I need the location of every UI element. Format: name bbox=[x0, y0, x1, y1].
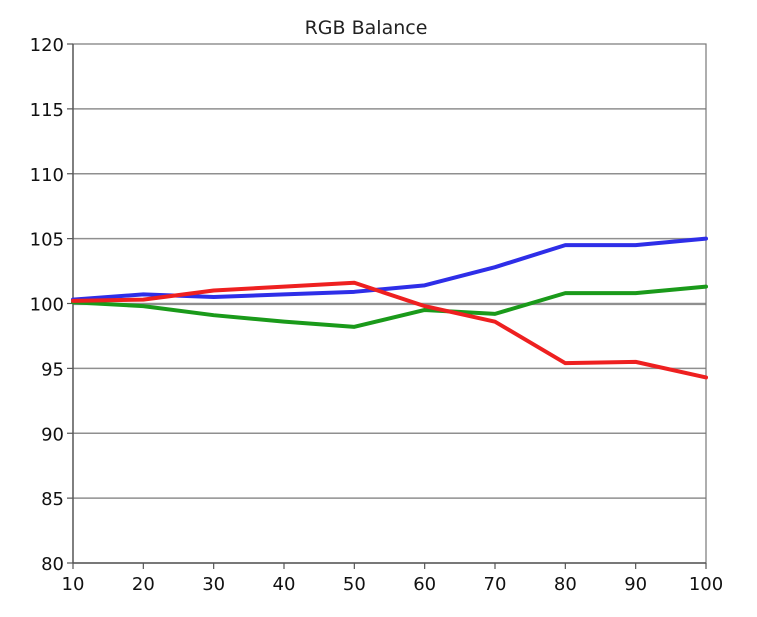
series-line-0 bbox=[71, 236, 708, 302]
x-tick-label: 40 bbox=[273, 574, 296, 595]
x-axis-ticks: 10 20 30 40 50 60 70 80 90 100 bbox=[62, 563, 723, 595]
y-tick-label: 80 bbox=[41, 554, 64, 575]
y-tick-label: 100 bbox=[30, 295, 64, 316]
y-tick-label: 105 bbox=[30, 230, 64, 251]
x-tick-label: 80 bbox=[554, 574, 577, 595]
x-tick-label: 30 bbox=[202, 574, 225, 595]
series-line-1 bbox=[71, 284, 708, 329]
series-lines bbox=[71, 236, 708, 380]
y-tick-label: 110 bbox=[30, 165, 64, 186]
gridlines bbox=[73, 108, 706, 499]
x-tick-label: 20 bbox=[132, 574, 155, 595]
y-tick-label: 115 bbox=[30, 100, 64, 121]
x-tick-label: 90 bbox=[624, 574, 647, 595]
y-tick-label: 90 bbox=[41, 424, 64, 445]
series-line-2 bbox=[71, 280, 708, 380]
y-tick-label: 85 bbox=[41, 489, 64, 510]
x-tick-label: 70 bbox=[484, 574, 507, 595]
y-axis-ticks: 80 85 90 95 100 105 110 115 120 bbox=[30, 35, 73, 575]
x-tick-label: 100 bbox=[689, 574, 723, 595]
x-tick-label: 60 bbox=[413, 574, 436, 595]
y-tick-label: 120 bbox=[30, 35, 64, 56]
y-tick-label: 95 bbox=[41, 359, 64, 380]
x-tick-label: 50 bbox=[343, 574, 366, 595]
x-tick-label: 10 bbox=[62, 574, 85, 595]
chart-title: RGB Balance bbox=[305, 17, 428, 39]
